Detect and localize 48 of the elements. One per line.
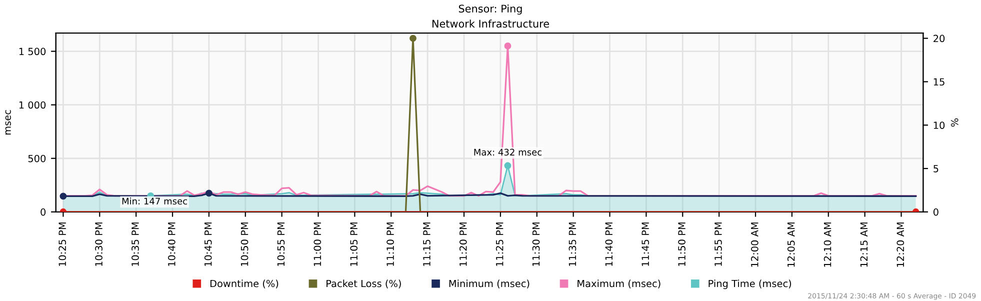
y-tick-label: 1 500 [19,48,46,56]
y2-axis-title: % [950,118,958,127]
annotation: Max: 432 msec [474,148,542,156]
chart-title: Sensor: Ping [458,4,522,15]
legend-label: Ping Time (msec) [708,280,792,290]
y2-tick-label: 10 [934,122,945,129]
x-tick-label: 10:45 PM [204,222,212,266]
chart-subtitle: Network Infrastructure [432,20,549,28]
x-tick-label: 12:05 AM [787,222,795,267]
x-tick-label: 11:50 PM [678,222,686,266]
x-tick-label: 12:00 AM [750,222,758,267]
point [205,190,212,197]
x-tick-label: 11:00 PM [314,222,322,266]
x-tick-label: 10:25 PM [58,222,66,266]
x-tick-label: 11:05 PM [350,222,358,266]
y2-tick-label: 5 [934,165,938,172]
x-tick-label: 11:45 PM [642,222,650,266]
x-tick-label: 10:55 PM [277,222,285,266]
y-tick-label: 500 [28,154,46,162]
x-tick-label: 11:25 PM [496,222,504,266]
legend-label: Minimum (msec) [449,280,530,288]
x-tick-label: 12:15 AM [860,222,868,267]
y2-tick-label: 0 [933,208,938,216]
point [60,192,67,200]
annotation: Min: 147 msec [122,198,187,205]
y2-tick-label: 20 [934,34,945,42]
x-tick-label: 11:20 PM [459,222,467,266]
legend-label: Maximum (msec) [578,280,660,288]
point [504,162,512,170]
legend-label: Packet Loss (%) [326,280,401,288]
y2-tick-label: 15 [934,78,944,86]
point [504,42,512,50]
x-tick-label: 10:50 PM [240,222,248,266]
x-tick-label: 10:40 PM [168,222,176,266]
x-tick-label: 11:40 PM [605,222,613,266]
x-tick-label: 11:30 PM [532,222,540,266]
y-tick-label: 1 000 [19,101,46,109]
x-tick-label: 11:55 PM [714,222,722,266]
x-tick-label: 12:10 AM [824,222,832,267]
x-tick-label: 11:35 PM [568,222,576,266]
x-tick-label: 10:35 PM [132,222,139,266]
y-axis-title: msec [5,110,11,135]
x-tick-label: 12:20 AM [896,222,904,267]
x-tick-label: 11:10 PM [386,222,394,266]
y-tick-label: 0 [40,208,46,216]
x-tick-label: 10:30 PM [95,222,102,266]
x-tick-label: 11:15 PM [423,222,430,266]
legend-label: Downtime (%) [210,280,278,288]
